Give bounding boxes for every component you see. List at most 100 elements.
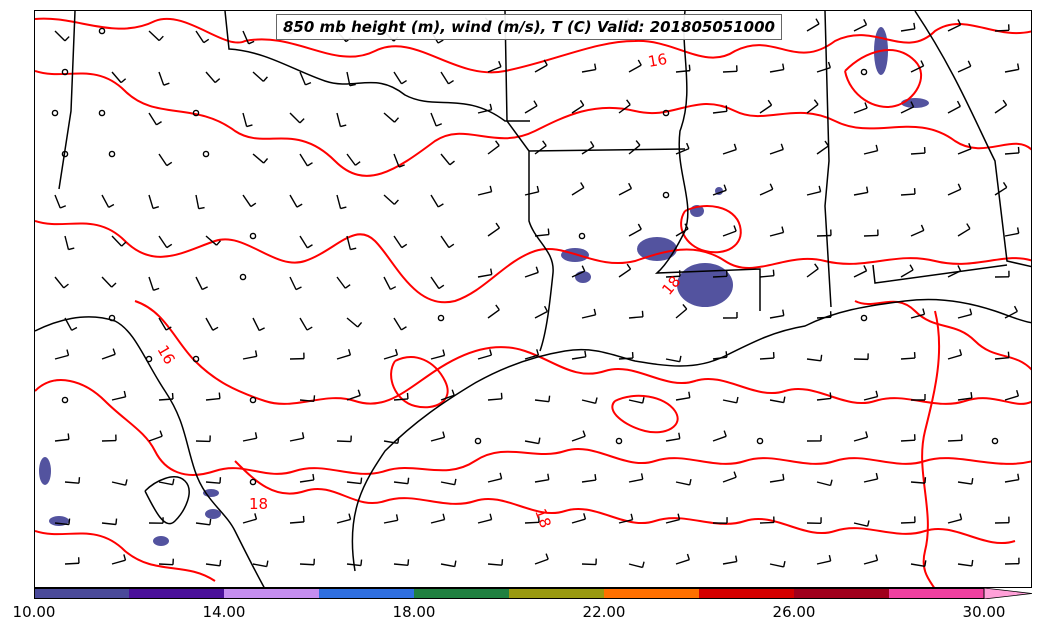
wind-barb-icon	[759, 183, 774, 196]
wind-barb-icon	[440, 153, 455, 166]
wind-barb-icon	[994, 270, 1010, 278]
wind-barb-icon	[910, 308, 926, 319]
colorbar-segment	[34, 588, 129, 599]
calm-circle-icon	[98, 109, 106, 117]
wind-barb-icon	[242, 30, 255, 45]
wind-barb-icon	[148, 430, 163, 442]
wind-barb-icon	[336, 348, 352, 360]
wind-barb-icon	[806, 185, 822, 196]
colorbar-segment	[604, 588, 699, 599]
wind-barb-icon	[148, 276, 160, 291]
colorbar-tick-label: 10.00	[12, 603, 56, 621]
wind-barb-icon	[618, 263, 632, 278]
wind-barb-icon	[675, 64, 691, 73]
wind-barb-icon	[806, 354, 823, 362]
wind-barb-icon	[346, 153, 361, 166]
wind-barb-icon	[863, 472, 879, 483]
wind-barb-icon	[1004, 227, 1020, 237]
colorbar-outline	[34, 588, 985, 599]
wind-barb-icon	[336, 194, 347, 210]
wind-barb-icon	[675, 303, 688, 319]
wind-barb-icon	[477, 349, 493, 360]
wind-barb-icon	[628, 473, 644, 483]
wind-barb-icon	[628, 397, 645, 404]
wind-barb-icon	[816, 554, 832, 565]
wind-barb-icon	[54, 276, 69, 289]
calm-circle-icon	[108, 150, 116, 158]
wind-barb-icon	[487, 222, 501, 237]
wind-barb-icon	[430, 276, 445, 290]
wind-barb-icon	[900, 188, 916, 196]
state-border	[58, 11, 76, 190]
colorbar-segment	[699, 588, 794, 599]
wind-barb-icon	[299, 71, 312, 86]
wind-barb-icon	[1004, 63, 1020, 73]
precip-blob	[901, 98, 929, 108]
wind-barb-icon	[346, 235, 357, 251]
wind-barb-icon	[148, 112, 162, 126]
wind-barb-icon	[816, 479, 833, 487]
wind-barb-icon	[900, 22, 916, 32]
wind-barb-icon	[571, 182, 585, 196]
state-border	[224, 11, 530, 122]
wind-barb-icon	[393, 317, 407, 331]
wind-barb-icon	[205, 559, 222, 567]
wind-barb-icon	[111, 235, 127, 247]
wind-barb-icon	[900, 516, 916, 524]
calm-circle-icon	[860, 68, 868, 76]
wind-barb-icon	[289, 276, 302, 291]
isotherm-line	[35, 70, 1031, 177]
colorbar-tick-label: 18.00	[392, 603, 436, 621]
wind-barb-icon	[336, 513, 352, 524]
wind-barb-icon	[910, 147, 926, 155]
isotherm-line	[921, 310, 941, 587]
wind-barb-icon	[759, 269, 775, 278]
wind-barb-icon	[252, 71, 268, 82]
wind-barb-icon	[581, 397, 598, 405]
wind-barb-icon	[712, 430, 727, 442]
wind-barb-icon	[581, 558, 597, 566]
precip-blob	[637, 237, 677, 261]
wind-barb-icon	[393, 477, 410, 485]
wind-barb-icon	[675, 391, 691, 401]
wind-barb-icon	[571, 99, 585, 114]
wind-barb-icon	[393, 71, 407, 85]
wind-barb-icon	[816, 311, 832, 319]
wind-barb-icon	[712, 270, 728, 278]
wind-barb-icon	[101, 276, 117, 288]
wind-barb-icon	[383, 194, 399, 205]
wind-barb-icon	[534, 395, 551, 403]
wind-barb-icon	[628, 140, 641, 155]
wind-barb-icon	[628, 223, 642, 237]
isotherm-label: 16	[154, 342, 179, 368]
wind-barb-icon	[853, 520, 870, 527]
wind-barb-icon	[675, 478, 692, 486]
colorbar-segment	[224, 588, 319, 599]
calm-circle-icon	[145, 355, 153, 363]
wind-barb-icon	[440, 389, 455, 401]
wind-barb-icon	[336, 276, 351, 289]
wind-barb-icon	[853, 353, 869, 361]
wind-barb-icon	[534, 228, 550, 237]
wind-barb-icon	[900, 264, 914, 278]
calm-circle-icon	[249, 396, 257, 404]
wind-barb-icon	[759, 99, 773, 114]
wind-barb-icon	[675, 223, 689, 237]
isotherm-line	[35, 17, 1031, 74]
wind-barb-icon	[628, 59, 642, 73]
calm-circle-icon	[202, 150, 210, 158]
wind-barb-icon	[383, 437, 400, 444]
colorbar-tick-label: 26.00	[772, 603, 816, 621]
wind-barb-icon	[346, 559, 363, 567]
wind-barb-icon	[383, 276, 397, 291]
country-border	[144, 476, 190, 525]
wind-barb-icon	[853, 265, 868, 278]
wind-barb-icon	[64, 477, 81, 484]
state-border	[914, 11, 1031, 268]
isotherm-line	[854, 300, 1031, 371]
wind-barb-icon	[806, 434, 822, 442]
wind-barb-icon	[947, 434, 963, 442]
wind-barb-icon	[54, 30, 70, 42]
wind-barb-icon	[205, 317, 219, 331]
isotherm-label: 18	[249, 495, 268, 513]
